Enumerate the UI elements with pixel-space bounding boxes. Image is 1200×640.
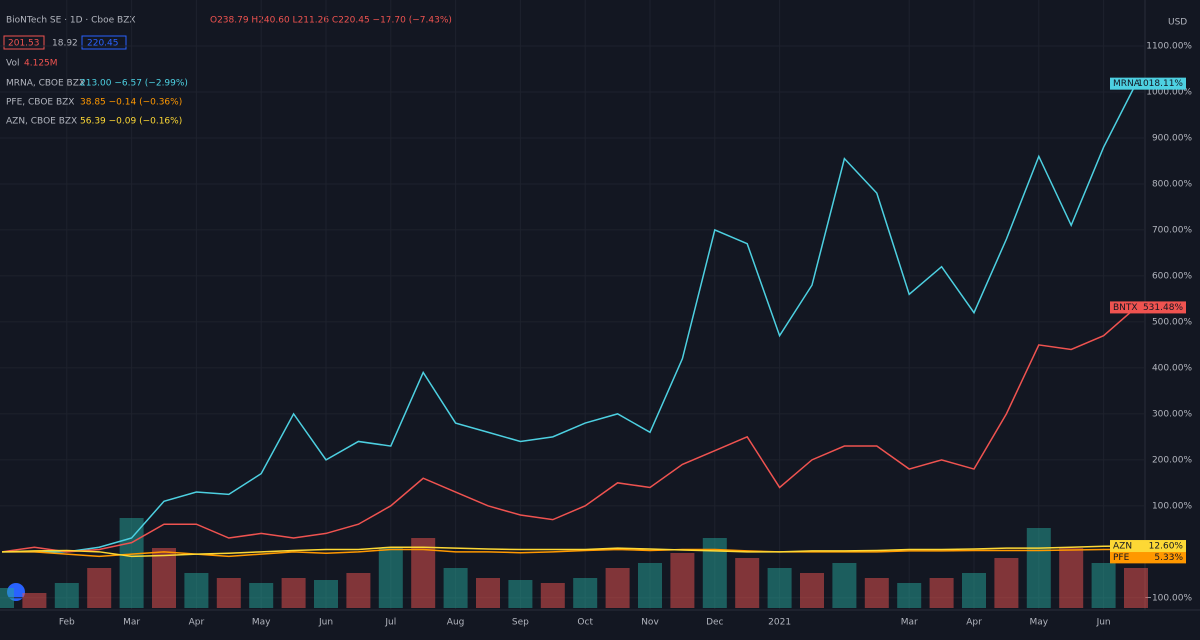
- volume-bar: [1026, 528, 1051, 608]
- volume-bar: [540, 583, 565, 608]
- bid-box: [3, 35, 45, 50]
- y-tick-label: −100.00%: [1144, 593, 1192, 603]
- price-tag: [1110, 77, 1186, 90]
- x-tick-label: Mar: [901, 618, 918, 628]
- volume-bar: [152, 548, 176, 608]
- legend-entry[interactable]: AZN, CBOE BZX: [6, 117, 77, 127]
- price-tag: [1110, 301, 1186, 314]
- x-tick-label: May: [252, 618, 271, 628]
- legend-quote: 213.00 −6.57 (−2.99%): [80, 79, 188, 89]
- volume-bar: [508, 580, 533, 608]
- x-tick-label: Jun: [318, 618, 333, 628]
- volume-bar: [897, 583, 922, 608]
- spread: 18.92: [52, 39, 78, 49]
- volume-bar: [1091, 563, 1116, 608]
- tag-name: MRNA: [1113, 79, 1141, 89]
- volume-bar: [929, 578, 954, 608]
- volume-bar: [216, 578, 241, 608]
- x-tick-label: Apr: [189, 618, 205, 628]
- x-tick-label: Jul: [384, 618, 396, 628]
- volume-bar: [476, 578, 500, 608]
- x-tick-label: Feb: [59, 618, 75, 628]
- volume-bar: [346, 573, 371, 608]
- volume-bar: [702, 538, 727, 608]
- tag-value: 531.48%: [1143, 303, 1183, 313]
- volume-bar: [800, 573, 824, 608]
- vol-label: Vol: [6, 59, 19, 69]
- volume-bar: [249, 583, 274, 608]
- symbol: BioNTech SE · 1D · Cboe BZX: [6, 16, 136, 26]
- price-tag: [1110, 540, 1186, 553]
- volume-bar: [443, 568, 468, 608]
- x-tick-label: Mar: [123, 618, 140, 628]
- volume-bar: [1059, 548, 1084, 608]
- price-tag: [1110, 551, 1186, 564]
- volume-bar: [767, 568, 792, 608]
- y-tick-label: 400.00%: [1152, 363, 1192, 373]
- volume-bar: [87, 568, 112, 608]
- tag-value: 12.60%: [1149, 542, 1184, 552]
- legend-quote: 56.39 −0.09 (−0.16%): [80, 117, 182, 127]
- y-tick-label: 900.00%: [1152, 133, 1192, 143]
- y-tick-label: 1000.00%: [1146, 87, 1192, 97]
- volume-bar: [119, 518, 144, 608]
- ohlc: O238.79 H240.60 L211.26 C220.45 −17.70 (…: [210, 16, 452, 26]
- currency: USD: [1168, 18, 1187, 28]
- tag-name: PFE: [1113, 553, 1130, 563]
- y-tick-label: 100.00%: [1152, 501, 1192, 511]
- volume-bar: [378, 548, 403, 608]
- x-tick-label: Apr: [966, 618, 982, 628]
- volume-bar: [54, 583, 79, 608]
- volume-bar: [281, 578, 306, 608]
- series-line: [2, 83, 1137, 553]
- volume-bar: [864, 578, 889, 608]
- series-line: [1, 545, 1137, 558]
- volume-bar: [605, 568, 630, 608]
- bid: 201.53: [8, 39, 40, 49]
- vol-value: 4.125M: [24, 59, 58, 69]
- volume-bar: [994, 558, 1019, 608]
- volume-bar: [573, 578, 598, 608]
- ask-box[interactable]: [81, 35, 127, 50]
- y-tick-label: 300.00%: [1152, 409, 1192, 419]
- x-tick-label: Jun: [1096, 618, 1111, 628]
- legend-quote: 38.85 −0.14 (−0.36%): [80, 98, 182, 108]
- volume-bar: [735, 558, 760, 608]
- volume-bar: [411, 538, 436, 608]
- x-tick-label: 2021: [768, 618, 791, 628]
- volume-bar: [0, 588, 14, 608]
- volume-bar: [22, 593, 47, 608]
- x-tick-label: May: [1029, 618, 1048, 628]
- volume-bar: [638, 563, 662, 608]
- x-tick-label: Nov: [641, 618, 659, 628]
- x-tick-label: Sep: [512, 618, 529, 628]
- x-tick-label: Dec: [706, 618, 723, 628]
- y-tick-label: 1100.00%: [1146, 41, 1192, 51]
- volume-bar: [832, 563, 857, 608]
- volume-bar: [314, 580, 338, 608]
- volume-bar: [962, 573, 986, 608]
- ask[interactable]: 220.45: [87, 39, 119, 49]
- plot: −100.00% 100.00% 200.00% 300.00% 400.00% 500.…: [0, 0, 1192, 628]
- y-tick-label: 800.00%: [1152, 179, 1192, 189]
- legend-entry[interactable]: PFE, CBOE BZX: [6, 98, 74, 108]
- y-tick-label: 600.00%: [1152, 271, 1192, 281]
- y-tick-label: 200.00%: [1152, 455, 1192, 465]
- volume-bar: [670, 553, 695, 608]
- volume-bar: [184, 573, 209, 608]
- x-tick-label: Aug: [447, 618, 465, 628]
- tag-name: AZN: [1113, 542, 1132, 552]
- tag-name: BNTX: [1113, 303, 1138, 313]
- series-line: [1, 306, 1137, 553]
- tag-value: 1018.11%: [1137, 79, 1183, 89]
- legend-entry[interactable]: MRNA, CBOE BZX: [6, 79, 85, 89]
- x-tick-label: Oct: [577, 618, 593, 628]
- y-tick-label: 700.00%: [1152, 225, 1192, 235]
- y-tick-label: 500.00%: [1152, 317, 1192, 327]
- volume-bar: [1124, 568, 1148, 608]
- tag-value: 5.33%: [1154, 553, 1183, 563]
